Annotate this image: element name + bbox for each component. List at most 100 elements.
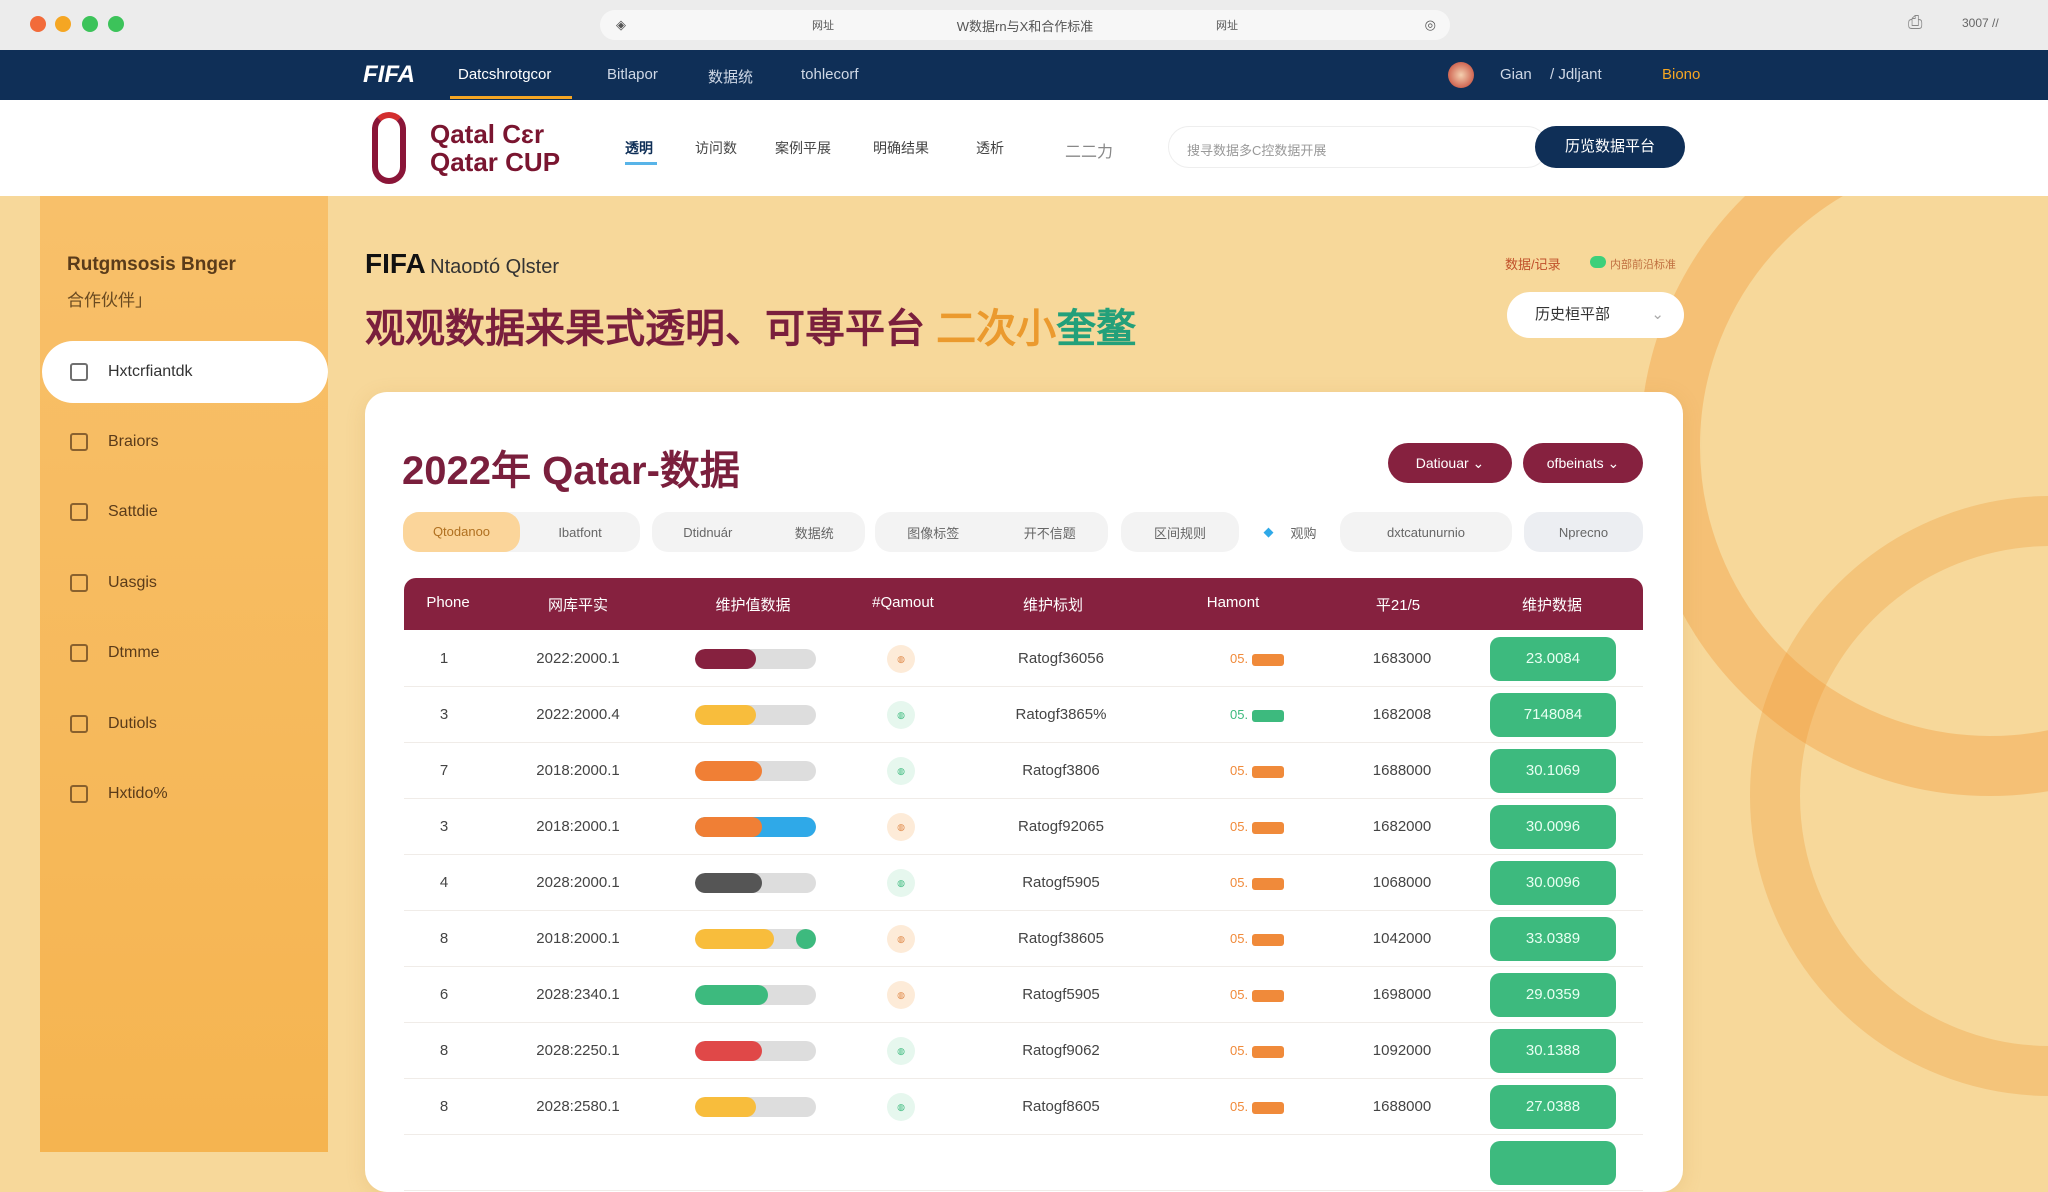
- user-name[interactable]: Gian: [1500, 66, 1532, 83]
- progress-knob[interactable]: [796, 929, 816, 949]
- extra-window-button[interactable]: [108, 16, 124, 32]
- header-nav-4[interactable]: 透析: [976, 140, 1004, 156]
- row-amount: 1068000: [1372, 874, 1432, 891]
- filter-chip-4[interactable]: 图像标签: [907, 525, 960, 541]
- topnav-item-0[interactable]: Datcshrotgcor: [458, 66, 552, 83]
- share-icon[interactable]: ⎙: [1908, 12, 1923, 32]
- row-rating: Ratogf38605: [1018, 930, 1104, 947]
- chevron-down-icon: ⌄: [1472, 455, 1485, 471]
- row-value-button[interactable]: 30.0096: [1490, 861, 1616, 905]
- filter-chip-2[interactable]: Dtidnuár: [683, 524, 733, 540]
- sidebar-item-1[interactable]: Braiors: [42, 411, 328, 473]
- filter-chip-3[interactable]: 数据统: [794, 525, 834, 541]
- filter-chip-8[interactable]: dxtcatunurnio: [1340, 512, 1512, 552]
- row-rating: Ratogf9062: [1022, 1042, 1100, 1059]
- table-row-partial: [404, 1135, 1643, 1191]
- address-bar[interactable]: ◈ 网址 W数据rn与X和合作标准 网址 ◎: [600, 10, 1450, 40]
- qatar-cup-logo[interactable]: Qatal Cɛr Qatar CUP: [430, 119, 561, 177]
- row-value-button[interactable]: 23.0084: [1490, 637, 1616, 681]
- platform-button[interactable]: 历览数据平台: [1535, 126, 1685, 168]
- maximize-window-button[interactable]: [82, 16, 98, 32]
- browser-titlebar: ◈ 网址 W数据rn与X和合作标准 网址 ◎ ⎙ 3007 //: [0, 0, 2048, 50]
- header-nav-0[interactable]: 透明: [625, 140, 653, 156]
- extra-link[interactable]: Biono: [1662, 66, 1701, 83]
- progress-bar: [695, 1097, 816, 1117]
- column-header[interactable]: #Qamout: [872, 594, 934, 611]
- row-rating: Ratogf92065: [1018, 818, 1104, 835]
- progress-bar: [695, 649, 816, 669]
- address-text: W数据rn与X和合作标准: [956, 18, 1094, 34]
- minimize-window-button[interactable]: [55, 16, 71, 32]
- row-date: 2028:2340.1: [536, 986, 620, 1003]
- row-value-button[interactable]: [1490, 1141, 1616, 1185]
- header-nav-indicator: [625, 162, 657, 165]
- sidebar-item-0[interactable]: Hxtcrfiantdk: [42, 341, 328, 403]
- filter-chip-5[interactable]: 开不信题: [1023, 525, 1076, 541]
- progress-fill: [695, 817, 762, 837]
- row-id: 8: [439, 930, 449, 947]
- header-nav-1[interactable]: 访问数: [695, 140, 737, 156]
- close-window-button[interactable]: [30, 16, 46, 32]
- chart-icon: [70, 644, 88, 662]
- sidebar-subtitle: 合作伙伴」: [67, 291, 152, 310]
- row-amount: 1092000: [1372, 1042, 1432, 1059]
- column-header[interactable]: Phone: [426, 594, 470, 611]
- topnav-item-1[interactable]: Bitlapor: [607, 66, 658, 83]
- sidebar-item-3[interactable]: Uasgis: [42, 552, 328, 614]
- table-row[interactable]: 4 2028:2000.1 ◍ Ratogf5905 05. 1068000 3…: [404, 855, 1643, 911]
- status-icon: ◍: [887, 645, 915, 673]
- row-value-button[interactable]: 29.0359: [1490, 973, 1616, 1017]
- sidebar-item-5[interactable]: Dutiols: [42, 693, 328, 755]
- progress-fill: [695, 873, 762, 893]
- history-select[interactable]: 历史桓平部 ⌄: [1507, 292, 1684, 338]
- shield-icon: ◈: [616, 17, 626, 32]
- column-header[interactable]: 维护标划: [1022, 597, 1084, 614]
- table-row[interactable]: 6 2028:2340.1 ◍ Ratogf5905 05. 1698000 2…: [404, 967, 1643, 1023]
- table-row[interactable]: 8 2028:2580.1 ◍ Ratogf8605 05. 1688000 2…: [404, 1079, 1643, 1135]
- row-value-button[interactable]: 30.0096: [1490, 805, 1616, 849]
- header-nav-5[interactable]: 二二力: [1065, 144, 1114, 161]
- user-link[interactable]: / Jdljant: [1550, 66, 1602, 83]
- column-header[interactable]: 维护值数据: [715, 597, 791, 614]
- search-input[interactable]: 搜寻数据多C控数据开展: [1168, 126, 1548, 168]
- filter-chip-0[interactable]: Qtodanoo: [403, 512, 520, 552]
- table-row[interactable]: 3 2022:2000.4 ◍ Ratogf3865% 05. 1682008 …: [404, 687, 1643, 743]
- row-value-button[interactable]: 30.1069: [1490, 749, 1616, 793]
- topnav-item-2[interactable]: 数据统: [708, 69, 754, 86]
- row-id: 8: [439, 1098, 449, 1115]
- status-dot: [1590, 256, 1606, 268]
- sidebar-item-2[interactable]: Sattdie: [42, 481, 328, 543]
- row-value-button[interactable]: 33.0389: [1490, 917, 1616, 961]
- filter-chip-7[interactable]: ◆ 观购: [1263, 524, 1317, 541]
- filter-chip-9[interactable]: Nprecno: [1524, 512, 1643, 552]
- table-row[interactable]: 3 2018:2000.1 ◍ Ratogf92065 05. 1682000 …: [404, 799, 1643, 855]
- topnav-item-3[interactable]: tohlecorf: [801, 66, 859, 83]
- dropdown-button-1[interactable]: Datiouar ⌄: [1388, 443, 1512, 483]
- sidebar-item-6[interactable]: Hxtido%: [42, 763, 328, 825]
- filter-chip-6[interactable]: 区间规则: [1121, 512, 1239, 552]
- header-nav-3[interactable]: 明确结果: [873, 140, 929, 156]
- row-rating: Ratogf36056: [1018, 650, 1104, 667]
- row-badge: 05.: [1230, 1099, 1285, 1114]
- column-header[interactable]: 平21/5: [1375, 597, 1421, 614]
- column-header[interactable]: 维护数据: [1521, 597, 1583, 614]
- hero-title: 观观数据来果式透明、可専平台 二次小奎鳌: [365, 307, 1137, 351]
- row-value-button[interactable]: 30.1388: [1490, 1029, 1616, 1073]
- filter-chip-1[interactable]: Ibatfont: [558, 524, 602, 540]
- qatar-emblem-icon: [372, 112, 406, 184]
- progress-fill: [695, 929, 774, 949]
- reload-icon[interactable]: ◎: [1424, 17, 1436, 32]
- row-value-button[interactable]: 27.0388: [1490, 1085, 1616, 1129]
- sidebar-item-4[interactable]: Dtmme: [42, 622, 328, 684]
- row-value-button[interactable]: 7148084: [1490, 693, 1616, 737]
- table-row[interactable]: 8 2028:2250.1 ◍ Ratogf9062 05. 1092000 3…: [404, 1023, 1643, 1079]
- column-header[interactable]: Hamont: [1206, 594, 1260, 611]
- header-nav-2[interactable]: 案例平展: [775, 140, 831, 156]
- table-row[interactable]: 7 2018:2000.1 ◍ Ratogf3806 05. 1688000 3…: [404, 743, 1643, 799]
- table-row[interactable]: 8 2018:2000.1 ◍ Ratogf38605 05. 1042000 …: [404, 911, 1643, 967]
- fifa-logo[interactable]: FIFA: [363, 61, 415, 88]
- dropdown-button-2[interactable]: ofbeinats ⌄: [1523, 443, 1643, 483]
- avatar[interactable]: [1448, 62, 1474, 88]
- column-header[interactable]: 网库平实: [547, 597, 609, 614]
- table-row[interactable]: 1 2022:2000.1 ◍ Ratogf36056 05. 1683000 …: [404, 631, 1643, 687]
